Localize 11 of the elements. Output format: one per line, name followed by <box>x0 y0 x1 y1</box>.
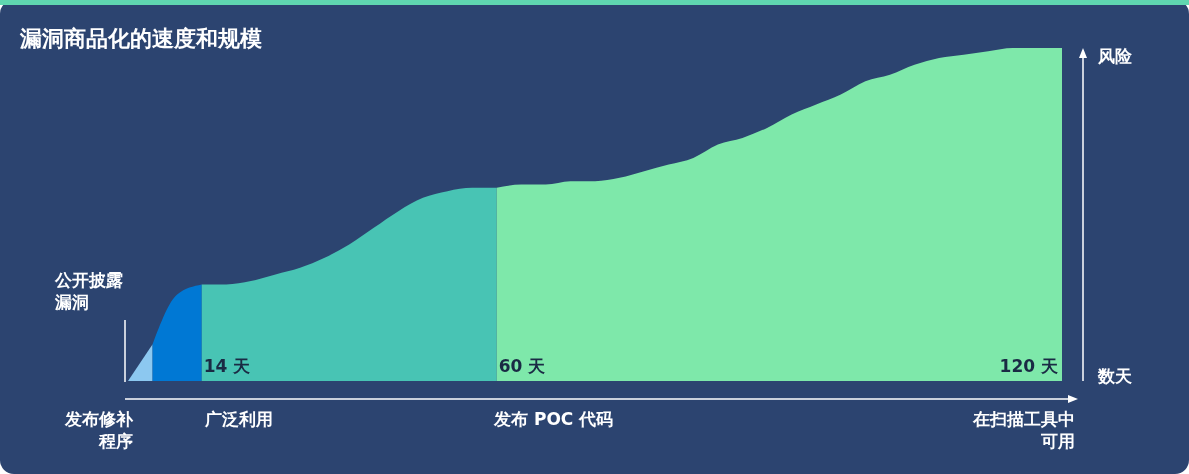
text: 在扫描工具中可用 <box>972 409 1075 451</box>
annotation: 公开披露漏洞 <box>54 270 123 312</box>
text: 广泛利用 <box>204 409 273 429</box>
text: 风险 <box>1097 46 1133 66</box>
annotation: 120 天 <box>999 356 1058 376</box>
annotation: 14 天 <box>203 356 251 376</box>
text: 发布 POC 代码 <box>493 409 614 429</box>
annotation: 60 天 <box>498 356 546 376</box>
chart-title: 漏洞商品化的速度和规模 <box>19 26 262 51</box>
text: 数天 <box>1097 366 1132 386</box>
text: 发布修补程序 <box>64 409 134 451</box>
